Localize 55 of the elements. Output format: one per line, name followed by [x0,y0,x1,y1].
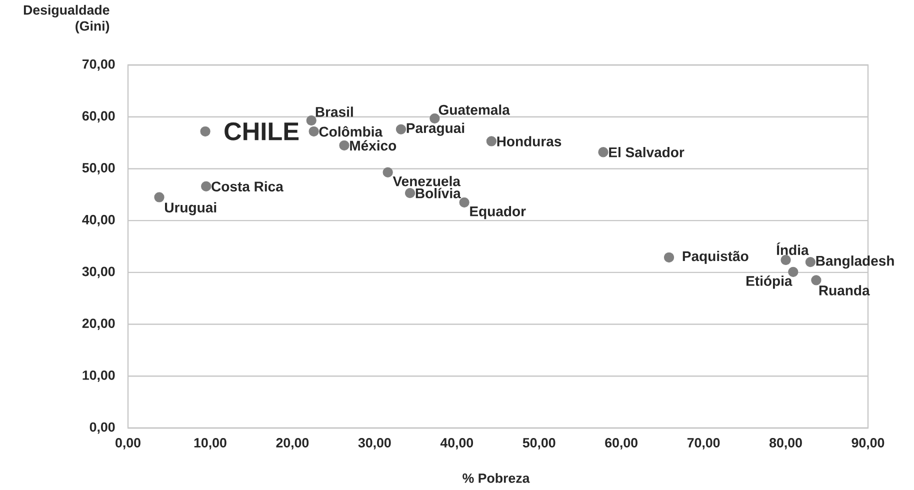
point [780,254,791,266]
point [201,181,212,192]
annotation: Venezuela [392,176,461,186]
x-tick-label: 90,00 [852,438,884,450]
point [805,256,816,268]
annotation: México [350,140,396,151]
point [598,147,608,158]
point [404,188,416,198]
y-tick-label: 20,00 [82,318,115,330]
point [788,266,798,277]
y-tick-label: 40,00 [82,214,115,226]
y-tick-label: 0,00 [90,422,115,434]
x-tick-label: 60,00 [605,438,638,450]
annotation: Uruguai [165,202,216,216]
point [154,192,164,202]
x-tick-label: 40,00 [440,438,474,450]
annotation: CHILE [224,122,299,140]
point [382,167,393,178]
annotation: Honduras [497,136,562,146]
x-tick-label: 30,00 [358,438,391,450]
annotation: Guatemala [438,104,510,115]
annotation: Colômbia [319,126,383,137]
point [200,126,210,136]
point [811,275,822,286]
annotation: Paquistão [682,250,748,264]
y-tick-label: 30,00 [82,266,115,278]
point [339,140,350,150]
x-tick-label: 80,00 [770,438,802,450]
point [306,115,316,126]
x-tick-label: 50,00 [522,438,556,450]
annotation: Brasil [316,106,353,117]
annotation: Paraguai [406,122,464,136]
annotation: Ruanda [819,285,870,296]
point [486,136,496,146]
annotation: Etiópia [746,276,792,289]
point [308,126,319,136]
annotation: Índia [776,242,809,256]
annotation: Equador [470,206,526,220]
point [459,197,470,208]
x-tick-label: 10,00 [194,438,226,450]
point [664,252,674,262]
annotation: Costa Rica [212,181,284,192]
annotation: Bangladesh [816,256,894,269]
x-tick-label: 70,00 [687,438,720,450]
y-tick-label: 10,00 [82,370,115,382]
x-axis-title: % Pobreza [462,473,530,483]
y-tick-label: 60,00 [82,111,115,123]
x-tick-label: 0,00 [116,438,140,450]
y-tick-label: 70,00 [82,59,115,71]
point [396,124,406,134]
annotation: El Salvador [609,146,684,158]
y-tick-label: 50,00 [82,163,115,174]
x-tick-label: 20,00 [276,438,309,450]
annotation: Bolívia [416,188,461,198]
y-axis-title: Desigualdade (Gini) [24,4,110,34]
